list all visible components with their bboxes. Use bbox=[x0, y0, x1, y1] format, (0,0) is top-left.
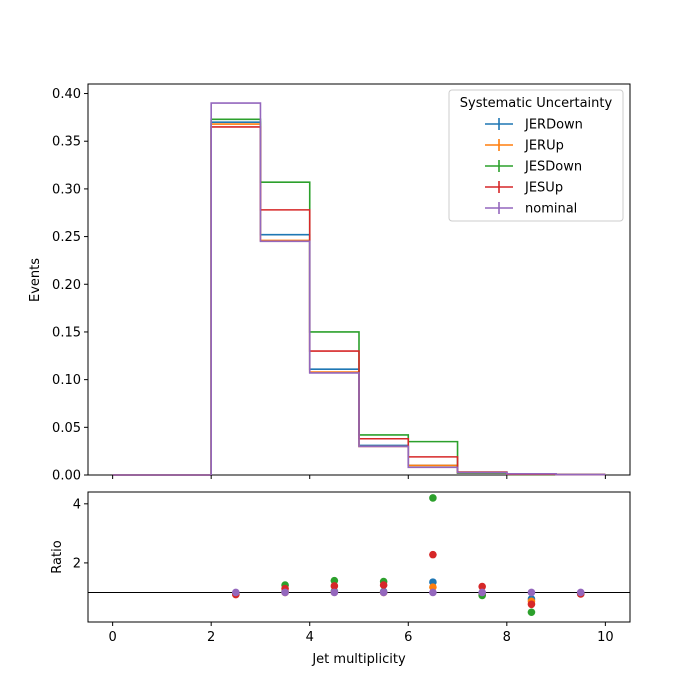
ratio-y-tick-label: 4 bbox=[73, 497, 81, 512]
ratio-point-jesup bbox=[527, 600, 536, 609]
events-y-tick-label: 0.35 bbox=[52, 135, 81, 150]
events-y-tick-label: 0.20 bbox=[52, 278, 81, 293]
events-y-axis-label: Events bbox=[28, 258, 43, 302]
legend-label: JERUp bbox=[524, 139, 564, 154]
ratio-point-jesdown bbox=[429, 494, 437, 502]
x-axis-label: Jet multiplicity bbox=[311, 652, 406, 667]
ratio-point-nominal bbox=[576, 588, 585, 597]
events-y-tick-label: 0.10 bbox=[52, 373, 81, 388]
legend-label: JESUp bbox=[524, 181, 563, 196]
legend-title: Systematic Uncertainty bbox=[460, 96, 613, 111]
legend-label: JESDown bbox=[524, 160, 582, 175]
legend-entry-jesup: JESUp bbox=[485, 181, 563, 196]
ratio-point-jesup bbox=[478, 582, 486, 591]
ratio-point-nominal bbox=[527, 588, 536, 597]
ratio-x-tick-label: 8 bbox=[503, 630, 511, 645]
ratio-point-jesdown bbox=[527, 608, 536, 617]
legend-label: JERDown bbox=[524, 118, 583, 133]
ratio-x-tick-label: 6 bbox=[404, 630, 412, 645]
ratio-x-ticks: 0 2 4 6 8 10 bbox=[108, 622, 614, 645]
ratio-point-nominal bbox=[281, 588, 289, 597]
events-y-tick-label: 0.05 bbox=[52, 421, 81, 436]
ratio-plot-frame bbox=[87, 491, 631, 623]
ratio-y-axis-label: Ratio bbox=[50, 540, 65, 573]
ratio-point-nominal bbox=[429, 588, 437, 597]
events-y-tick-label: 0.30 bbox=[52, 182, 81, 197]
ratio-x-tick-label: 0 bbox=[108, 630, 116, 645]
ratio-x-tick-label: 2 bbox=[207, 630, 215, 645]
events-step-histograms bbox=[112, 102, 606, 476]
ratio-points bbox=[232, 494, 585, 617]
step-series-nominal bbox=[112, 102, 606, 476]
legend-entry-jesdown: JESDown bbox=[485, 160, 582, 175]
legend-entry-jerup: JERUp bbox=[485, 139, 564, 154]
ratio-point-nominal bbox=[232, 588, 240, 597]
ratio-y-ticks: 24 bbox=[73, 497, 88, 571]
ratio-y-tick-label: 2 bbox=[73, 556, 81, 571]
legend-entry-jerdown: JERDown bbox=[485, 118, 583, 133]
ratio-point-nominal bbox=[330, 588, 339, 597]
ratio-x-tick-label: 4 bbox=[306, 630, 314, 645]
ratio-point-jesup bbox=[429, 550, 437, 559]
events-y-ticks: 0.00 0.05 0.10 0.15 0.20 0.25 0.30 0.35 0.40 bbox=[52, 87, 88, 484]
legend-box bbox=[448, 89, 624, 222]
events-y-tick-label: 0.25 bbox=[52, 230, 81, 245]
ratio-point-jerup bbox=[429, 583, 437, 591]
events-y-tick-label: 0.40 bbox=[52, 87, 81, 102]
events-x-ticks bbox=[112, 475, 606, 479]
legend: Systematic Uncertainty JERDown JERUp JESDow… bbox=[448, 89, 624, 222]
events-panel: 0.00 0.05 0.10 0.15 0.20 0.25 0.30 0.35 0.40 Eve… bbox=[28, 83, 631, 484]
ratio-panel: 24 0 2 4 6 8 10 Ratio Jet multiplicity bbox=[50, 491, 631, 667]
ratio-x-tick-label: 10 bbox=[597, 630, 614, 645]
legend-label: nominal bbox=[525, 202, 577, 217]
ratio-point-jesup bbox=[330, 582, 339, 590]
ratio-point-jesdown bbox=[330, 576, 339, 585]
events-y-tick-label: 0.15 bbox=[52, 325, 81, 340]
ratio-point-jesup bbox=[379, 581, 388, 589]
ratio-point-nominal bbox=[478, 588, 486, 597]
ratio-point-nominal bbox=[379, 588, 388, 597]
events-y-tick-label: 0.00 bbox=[52, 469, 81, 484]
legend-entry-nominal: nominal bbox=[485, 202, 577, 217]
